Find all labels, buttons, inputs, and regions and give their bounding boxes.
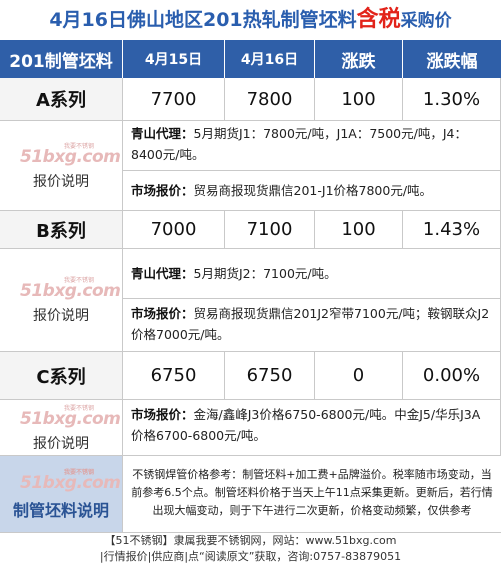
series-b-note-agent-text: 5月期货J2：7100元/吨。: [193, 266, 337, 281]
series-c-change: 0: [315, 352, 403, 400]
series-c-note-market: 市场报价：金海/鑫峰J3价格6750-6800元/吨。中金J5/华乐J3A价格6…: [123, 400, 501, 456]
page-title: 4月16日佛山地区201热轧制管坯料含税采购价: [0, 0, 501, 40]
series-a-note-market: 市场报价：贸易商报现货鼎信201-J1价格7800元/吨。: [123, 171, 501, 211]
series-c-note-market-text: 金海/鑫峰J3价格6750-6800元/吨。中金J5/华乐J3A价格6700-6…: [131, 407, 481, 443]
series-b-note-market: 市场报价：贸易商报现货鼎信201J2窄带7100元/吨；鞍钢联众J2价格7000…: [123, 299, 501, 352]
title-highlight: 含税: [356, 7, 401, 32]
header-date-curr: 4月16日: [225, 40, 314, 78]
title-suffix: 采购价: [400, 11, 452, 31]
series-c-note-label-cell: 51bxg.com 我要不锈钢 报价说明: [0, 400, 123, 456]
series-a-note-agent: 青山代理：5月期货J1：7800元/吨，J1A：7500元/吨，J4：8400元…: [123, 121, 501, 171]
series-a-note-market-text: 贸易商报现货鼎信201-J1价格7800元/吨。: [193, 183, 433, 198]
series-b-price-prev: 7000: [123, 211, 225, 249]
watermark-logo-tag: 我要不锈钢: [64, 277, 95, 284]
series-a-note-agent-key: 青山代理：: [131, 126, 194, 141]
description-text: 不锈钢焊管价格参考：制管坯料+加工费+品牌溢价。税率随市场变动，当前参考6.5个…: [123, 456, 501, 533]
series-a-note-market-key: 市场报价：: [131, 183, 194, 198]
watermark-logo-tag: 我要不锈钢: [64, 469, 95, 476]
watermark-logo: 51bxg.com 我要不锈钢: [18, 141, 121, 167]
footer-line-2: |行情报价|供应商|点“阅读原文”获取，咨询:0757-83879051: [99, 550, 402, 563]
watermark-logo-tag: 我要不锈钢: [64, 142, 95, 150]
series-b-change: 100: [315, 211, 403, 249]
series-b-note-label: 报价说明: [33, 308, 89, 324]
title-prefix: 4月16日佛山地区201热轧制管坯料: [49, 9, 357, 31]
header-change-pct: 涨跌幅: [403, 40, 501, 78]
header-date-prev: 4月15日: [123, 40, 224, 78]
series-c-price-curr: 6750: [225, 352, 315, 400]
watermark-logo-tag: 我要不锈钢: [64, 404, 95, 412]
watermark-logo-text: 51bxg.com: [20, 408, 121, 429]
series-b-label: B系列: [0, 211, 123, 249]
watermark-logo: 51bxg.com 我要不锈钢: [18, 467, 121, 493]
series-a-note-label: 报价说明: [33, 173, 89, 190]
watermark-logo-text: 51bxg.com: [20, 281, 121, 301]
series-c-note-market-key: 市场报价：: [131, 407, 194, 422]
series-a-note-agent-text: 5月期货J1：7800元/吨，J1A：7500元/吨，J4：8400元/吨。: [131, 126, 467, 162]
header-product: 201制管坯料: [0, 40, 122, 78]
series-b-price-curr: 7100: [225, 211, 315, 249]
series-a-change-pct: 1.30%: [403, 78, 501, 121]
watermark-logo-text: 51bxg.com: [20, 473, 121, 493]
watermark-logo-text: 51bxg.com: [20, 146, 121, 167]
description-label-cell: 51bxg.com 我要不锈钢 制管坯料说明: [0, 456, 123, 533]
series-b-note-agent-key: 青山代理：: [131, 266, 194, 281]
footer-line-1: 【51不锈钢】隶属我要不锈钢网，网站：www.51bxg.com: [104, 534, 397, 547]
series-c-note-label: 报价说明: [33, 435, 89, 452]
series-b-note-market-text: 贸易商报现货鼎信201J2窄带7100元/吨；鞍钢联众J2价格7000元/吨。: [131, 306, 490, 342]
series-c-change-pct: 0.00%: [403, 352, 501, 400]
series-c-price-prev: 6750: [123, 352, 225, 400]
header-change: 涨跌: [315, 40, 402, 78]
series-b-note-market-key: 市场报价：: [131, 306, 194, 321]
description-label: 制管坯料说明: [12, 501, 109, 520]
series-b-note-label-cell: 51bxg.com 我要不锈钢 报价说明: [0, 249, 123, 352]
series-b-note-agent: 青山代理：5月期货J2：7100元/吨。: [123, 249, 501, 299]
series-a-price-prev: 7700: [123, 78, 225, 121]
watermark-logo: 51bxg.com 我要不锈钢: [18, 403, 121, 429]
footer: 【51不锈钢】隶属我要不锈钢网，网站：www.51bxg.com |行情报价|供…: [0, 533, 501, 565]
series-b-change-pct: 1.43%: [403, 211, 501, 249]
series-a-note-label-cell: 51bxg.com 我要不锈钢 报价说明: [0, 121, 123, 211]
series-a-label: A系列: [0, 78, 123, 121]
series-c-label: C系列: [0, 352, 123, 400]
series-a-price-curr: 7800: [225, 78, 315, 121]
series-a-change: 100: [315, 78, 403, 121]
watermark-logo: 51bxg.com 我要不锈钢: [18, 275, 121, 301]
